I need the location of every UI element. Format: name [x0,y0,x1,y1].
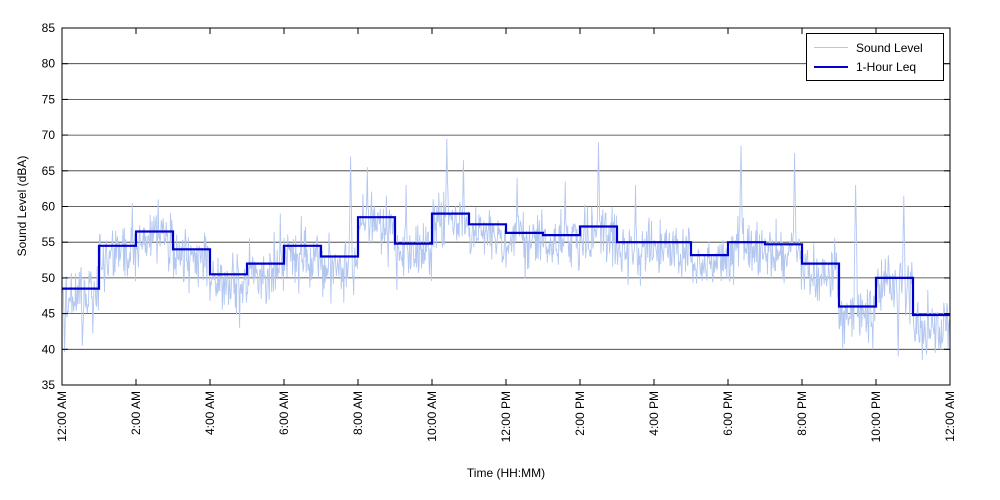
x-tick-label: 12:00 PM [499,391,513,442]
y-tick-label: 80 [42,57,56,71]
x-tick-label: 4:00 AM [203,391,217,435]
x-tick-label: 12:00 AM [943,391,957,442]
x-tick-label: 2:00 PM [573,391,587,436]
y-tick-label: 65 [42,164,56,178]
x-tick-label: 12:00 AM [55,391,69,442]
y-tick-label: 75 [42,92,56,106]
y-tick-label: 55 [42,235,56,249]
x-tick-label: 6:00 PM [721,391,735,436]
legend-label-leq: 1-Hour Leq [856,59,917,74]
x-tick-label: 6:00 AM [277,391,291,435]
leq-line-sample [814,65,848,68]
legend: Sound Level 1-Hour Leq [806,33,944,81]
y-tick-label: 60 [42,200,56,214]
sound-level-line-sample [814,47,848,48]
legend-label-sound-level: Sound Level [856,40,923,55]
y-tick-label: 45 [42,307,56,321]
legend-item-sound-level: Sound Level [807,38,943,57]
x-tick-label: 2:00 AM [129,391,143,435]
x-tick-label: 10:00 PM [869,391,883,442]
y-tick-label: 35 [42,378,56,392]
y-tick-label: 70 [42,128,56,142]
y-tick-label: 50 [42,271,56,285]
x-tick-label: 8:00 AM [351,391,365,435]
leq-series-line [62,212,950,317]
x-tick-label: 8:00 PM [795,391,809,436]
x-axis-label: Time (HH:MM) [466,466,546,480]
x-tick-label: 10:00 AM [425,391,439,442]
y-axis-label: Sound Level (dBA) [15,155,29,257]
y-tick-label: 85 [42,21,56,35]
legend-item-leq: 1-Hour Leq [807,57,943,76]
x-tick-label: 4:00 PM [647,391,661,436]
y-tick-label: 40 [42,342,56,356]
